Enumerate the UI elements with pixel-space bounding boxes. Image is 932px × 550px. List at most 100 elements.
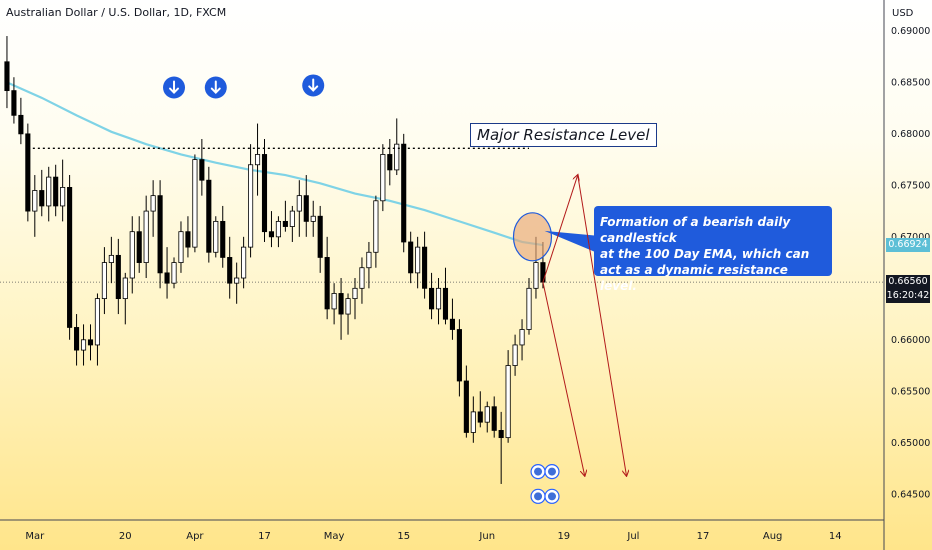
bearish-candle bbox=[227, 257, 233, 284]
y-tick-label: 0.65500 bbox=[891, 386, 930, 397]
bearish-candle bbox=[87, 339, 94, 346]
bullish-candle bbox=[526, 287, 532, 330]
bullish-candle bbox=[94, 298, 101, 346]
bullish-candle bbox=[213, 220, 219, 253]
event-icon bbox=[530, 488, 546, 504]
bearish-candle bbox=[4, 61, 10, 92]
bullish-candle bbox=[345, 298, 351, 315]
bullish-candle bbox=[178, 231, 184, 263]
chart-title: Australian Dollar / U.S. Dollar, 1D, FXC… bbox=[6, 6, 227, 19]
event-icon bbox=[544, 464, 560, 480]
bearish-candle bbox=[164, 272, 170, 284]
bullish-candle bbox=[380, 154, 386, 202]
bearish-candle bbox=[39, 190, 45, 207]
bearish-candle bbox=[115, 254, 121, 300]
y-tick-label: 0.67000 bbox=[891, 232, 930, 243]
bullish-candle bbox=[296, 195, 302, 212]
event-icon bbox=[530, 464, 546, 480]
candle-layer bbox=[4, 36, 546, 484]
bullish-candle bbox=[512, 344, 518, 366]
bearish-candle bbox=[67, 187, 73, 328]
bearish-candle bbox=[185, 231, 191, 248]
bearish-candle bbox=[136, 231, 142, 263]
bearish-candle bbox=[220, 220, 226, 258]
bearish-candle bbox=[429, 287, 435, 310]
marker-arrow bbox=[210, 80, 221, 94]
ema-layer bbox=[6, 81, 544, 247]
bearish-candle bbox=[53, 176, 59, 207]
bullish-candle bbox=[310, 215, 316, 222]
bearish-candle bbox=[387, 154, 393, 171]
bullish-candle bbox=[80, 339, 87, 351]
bullish-candle bbox=[470, 411, 476, 433]
y-tick-label: 0.65000 bbox=[891, 438, 930, 449]
bearish-candle bbox=[408, 241, 414, 274]
callout-pointer bbox=[544, 230, 600, 254]
bearish-candle bbox=[18, 114, 24, 135]
arrow-down-icon bbox=[163, 76, 186, 99]
bullish-candle bbox=[415, 246, 421, 274]
x-tick-label: Aug bbox=[763, 531, 783, 542]
bullish-candle bbox=[366, 251, 372, 269]
bullish-candle bbox=[46, 176, 52, 207]
resistance-label[interactable]: Major Resistance Level bbox=[470, 123, 657, 147]
bullish-candle bbox=[331, 293, 337, 310]
bearish-candle bbox=[11, 90, 17, 116]
bearish-candle bbox=[456, 329, 462, 382]
bullish-candle bbox=[192, 159, 198, 248]
callout-line: Formation of a bearish daily candlestick bbox=[600, 215, 791, 245]
x-tick-label: Jun bbox=[478, 531, 495, 542]
bearish-candle bbox=[25, 133, 31, 212]
bullish-candle bbox=[505, 365, 511, 439]
bearish-candle bbox=[491, 406, 497, 431]
bearish-candle bbox=[324, 257, 330, 310]
bullish-candle bbox=[435, 287, 442, 310]
y-tick-label: 0.66000 bbox=[891, 335, 930, 346]
projection-arrow bbox=[542, 282, 585, 476]
y-tick-label: 0.68500 bbox=[891, 77, 930, 88]
countdown-label: 16:20:42 bbox=[886, 289, 930, 304]
y-tick-label: 0.64500 bbox=[891, 489, 930, 500]
x-tick-label: 20 bbox=[119, 531, 132, 542]
bearish-candle bbox=[463, 380, 469, 433]
bullish-candle bbox=[143, 210, 149, 263]
y-tick-label: 0.69000 bbox=[891, 26, 930, 37]
bullish-candle bbox=[248, 164, 254, 248]
arrow-down-icon bbox=[204, 76, 227, 99]
bearish-candle bbox=[74, 327, 80, 351]
marker-arrow bbox=[308, 78, 319, 92]
event-icon bbox=[544, 488, 560, 504]
projection-arrow bbox=[577, 174, 627, 476]
bullish-candle bbox=[32, 190, 38, 212]
x-tick-label: Jul bbox=[626, 531, 639, 542]
bearish-candle bbox=[422, 246, 428, 289]
bullish-candle bbox=[533, 262, 539, 289]
bullish-candle bbox=[352, 287, 358, 300]
bullish-candle bbox=[129, 231, 135, 279]
x-tick-label: 17 bbox=[697, 531, 710, 542]
bearish-candle bbox=[449, 318, 455, 330]
bearish-candle bbox=[303, 195, 309, 222]
bullish-candle bbox=[484, 406, 490, 423]
bearish-candle bbox=[199, 159, 205, 181]
bullish-candle bbox=[275, 220, 281, 238]
bullish-candle bbox=[289, 210, 295, 227]
bearish-candle bbox=[540, 262, 546, 283]
bullish-candle bbox=[373, 200, 379, 253]
callout-box[interactable]: Formation of a bearish daily candlestick… bbox=[594, 206, 832, 293]
bullish-candle bbox=[359, 267, 365, 289]
currency-label: USD bbox=[892, 8, 914, 19]
y-tick-label: 0.67500 bbox=[891, 180, 930, 191]
candle-highlight-ellipse bbox=[512, 212, 553, 262]
bearish-candle bbox=[206, 179, 212, 253]
bearish-candle bbox=[338, 293, 344, 315]
x-tick-label: Apr bbox=[186, 531, 204, 542]
bearish-candle bbox=[268, 231, 275, 238]
ema-price-label: 0.66924 bbox=[886, 237, 930, 252]
bearish-candle bbox=[477, 411, 483, 423]
x-tick-label: 14 bbox=[829, 531, 842, 542]
marker-arrow bbox=[169, 80, 180, 94]
